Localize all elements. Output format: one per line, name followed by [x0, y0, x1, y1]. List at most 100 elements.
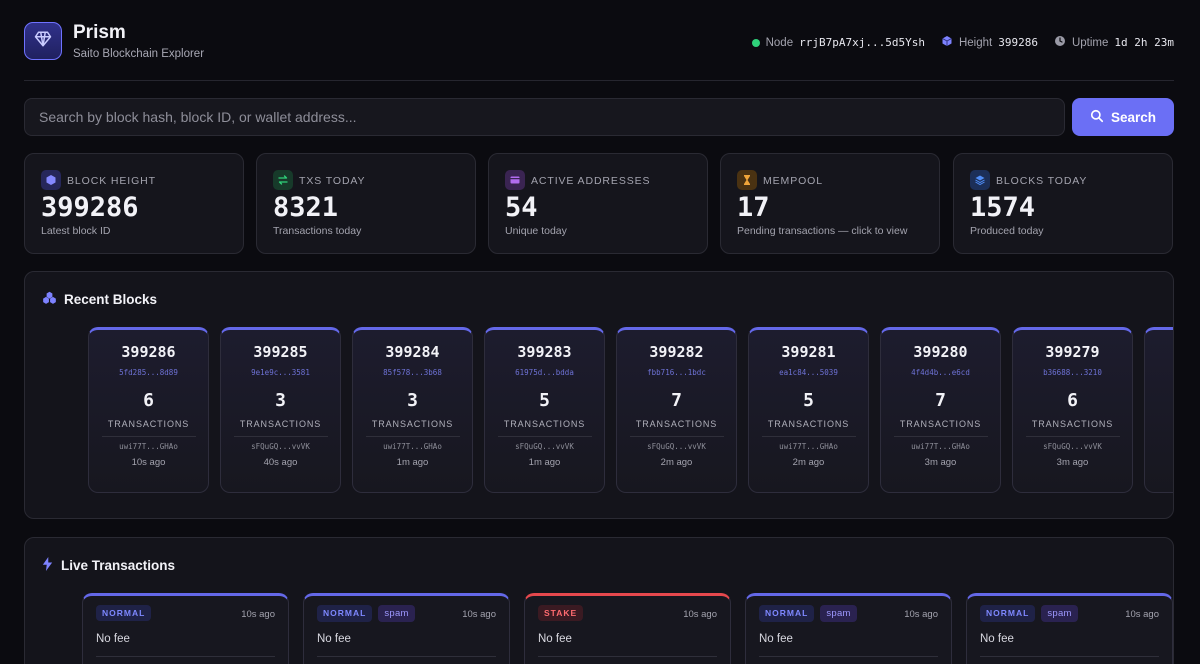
block-card[interactable]: 399279 b36688...3210 6 TRANSACTIONS sFQu…: [1012, 327, 1133, 493]
transaction-card[interactable]: NORMAL spam 10s ago No fee: [745, 593, 952, 664]
block-card[interactable]: 399280 4f4d4b...e6cd 7 TRANSACTIONS uwi7…: [880, 327, 1001, 493]
block-tx-label: TRANSACTIONS: [899, 419, 982, 429]
stat-caption: Latest block ID: [41, 225, 111, 237]
block-card[interactable]: 399285 9e1e9c...3581 3 TRANSACTIONS sFQu…: [220, 327, 341, 493]
divider: [1025, 436, 1120, 437]
height-label: Height: [958, 36, 993, 49]
divider: [233, 436, 328, 437]
clock-icon: [1054, 35, 1066, 50]
block-id: 399281: [781, 343, 836, 361]
stat-label: BLOCKS TODAY: [996, 175, 1088, 187]
block-time: 10s ago: [131, 457, 166, 468]
stat-label: ACTIVE ADDRESSES: [531, 175, 651, 187]
block-hash: 4f4d4b...e6cd: [911, 368, 970, 377]
block-card[interactable]: 399281 ea1c84...5039 5 TRANSACTIONS uwi7…: [748, 327, 869, 493]
transaction-card[interactable]: NORMAL spam 10s ago No fee: [966, 593, 1173, 664]
logo[interactable]: [24, 22, 62, 60]
divider: [980, 656, 1159, 657]
height-value: 399286: [998, 36, 1038, 49]
block-card[interactable]: 399286 5fd285...8d89 6 TRANSACTIONS uwi7…: [88, 327, 209, 493]
block-card[interactable]: 399282 fbb716...1bdc 7 TRANSACTIONS sFQu…: [616, 327, 737, 493]
tx-type-badge: STAKE: [538, 605, 584, 621]
spam-badge: spam: [1041, 605, 1078, 622]
block-creator: uwi77T...GHAo: [779, 442, 838, 451]
tx-fee: No fee: [317, 633, 351, 645]
block-tx-label: TRANSACTIONS: [107, 419, 190, 429]
divider: [761, 436, 856, 437]
block-card-partial[interactable]: [1144, 327, 1173, 493]
block-tx-count: 3: [275, 390, 286, 411]
stat-value: 54: [505, 192, 538, 223]
tx-time: 10s ago: [904, 609, 938, 620]
tx-type-badge: NORMAL: [96, 605, 152, 621]
lightning-icon: [42, 557, 53, 574]
stat-card-txs-today: TXS TODAY 8321 Transactions today: [256, 153, 476, 254]
stat-value: 399286: [41, 192, 139, 223]
recent-blocks-panel: Recent Blocks 399286 5fd285...8d89 6 TRA…: [24, 271, 1174, 519]
uptime-status: Uptime 1d 2h 23m: [1054, 35, 1174, 50]
block-id: 399284: [385, 343, 440, 361]
stat-label: BLOCK HEIGHT: [67, 175, 156, 187]
panel-title: Recent Blocks: [64, 291, 158, 307]
block-id: 399279: [1045, 343, 1100, 361]
block-tx-label: TRANSACTIONS: [239, 419, 322, 429]
tx-type-badge: NORMAL: [317, 605, 373, 622]
panel-title: Live Transactions: [61, 558, 176, 573]
stat-value: 8321: [273, 192, 339, 223]
cube-icon: [41, 170, 61, 190]
stat-caption: Produced today: [970, 225, 1044, 237]
tx-fee: No fee: [759, 633, 793, 645]
tx-fee: No fee: [538, 633, 572, 645]
block-id: 399282: [649, 343, 704, 361]
badges: NORMAL: [96, 605, 152, 621]
block-time: 3m ago: [924, 457, 957, 468]
badges: STAKE: [538, 605, 584, 621]
network-status: Node rrjB7pA7xj...5d5Ysh Height 399286 U…: [751, 35, 1174, 50]
node-status: Node rrjB7pA7xj...5d5Ysh: [751, 36, 925, 49]
transaction-card[interactable]: NORMAL spam 10s ago No fee: [303, 593, 510, 664]
stat-caption: Transactions today: [273, 225, 362, 237]
block-hash: 85f578...3b68: [383, 368, 442, 377]
block-time: 3m ago: [1056, 457, 1089, 468]
app-subtitle: Saito Blockchain Explorer: [73, 48, 205, 60]
divider: [538, 656, 717, 657]
status-dot-icon: [751, 38, 760, 47]
stat-value: 1574: [970, 192, 1036, 223]
block-tx-count: 5: [803, 390, 814, 411]
spam-badge: spam: [820, 605, 857, 622]
block-tx-label: TRANSACTIONS: [767, 419, 850, 429]
search-icon: [1090, 109, 1104, 126]
transaction-card[interactable]: STAKE 10s ago No fee: [524, 593, 731, 664]
layers-icon: [970, 170, 990, 190]
tx-time: 10s ago: [241, 609, 275, 620]
divider: [317, 656, 496, 657]
block-creator: uwi77T...GHAo: [119, 442, 178, 451]
tx-fee: No fee: [96, 633, 130, 645]
block-card[interactable]: 399283 61975d...bdda 5 TRANSACTIONS sFQu…: [484, 327, 605, 493]
transaction-card[interactable]: NORMAL 10s ago No fee: [82, 593, 289, 664]
block-creator: sFQuGQ...vvVK: [1043, 442, 1102, 451]
block-hash: 9e1e9c...3581: [251, 368, 310, 377]
block-time: 2m ago: [660, 457, 693, 468]
search-button[interactable]: Search: [1072, 98, 1174, 136]
live-transactions-header: Live Transactions: [42, 557, 175, 574]
tx-type-badge: NORMAL: [980, 605, 1036, 622]
block-hash: 5fd285...8d89: [119, 368, 178, 377]
stat-card-mempool[interactable]: MEMPOOL 17 Pending transactions — click …: [720, 153, 940, 254]
block-tx-label: TRANSACTIONS: [503, 419, 586, 429]
block-id: 399285: [253, 343, 308, 361]
block-tx-label: TRANSACTIONS: [635, 419, 718, 429]
block-tx-count: 7: [671, 390, 682, 411]
block-card[interactable]: 399284 85f578...3b68 3 TRANSACTIONS uwi7…: [352, 327, 473, 493]
tx-time: 10s ago: [1125, 609, 1159, 620]
tx-fee: No fee: [980, 633, 1014, 645]
block-time: 2m ago: [792, 457, 825, 468]
blocks-list: 399286 5fd285...8d89 6 TRANSACTIONS uwi7…: [88, 327, 1173, 493]
search-button-label: Search: [1110, 109, 1157, 125]
stat-card-block-height: BLOCK HEIGHT 399286 Latest block ID: [24, 153, 244, 254]
block-creator: sFQuGQ...vvVK: [251, 442, 310, 451]
search-input[interactable]: [24, 98, 1065, 136]
transfer-icon: [273, 170, 293, 190]
block-creator: uwi77T...GHAo: [383, 442, 442, 451]
stat-card-blocks-today: BLOCKS TODAY 1574 Produced today: [953, 153, 1173, 254]
